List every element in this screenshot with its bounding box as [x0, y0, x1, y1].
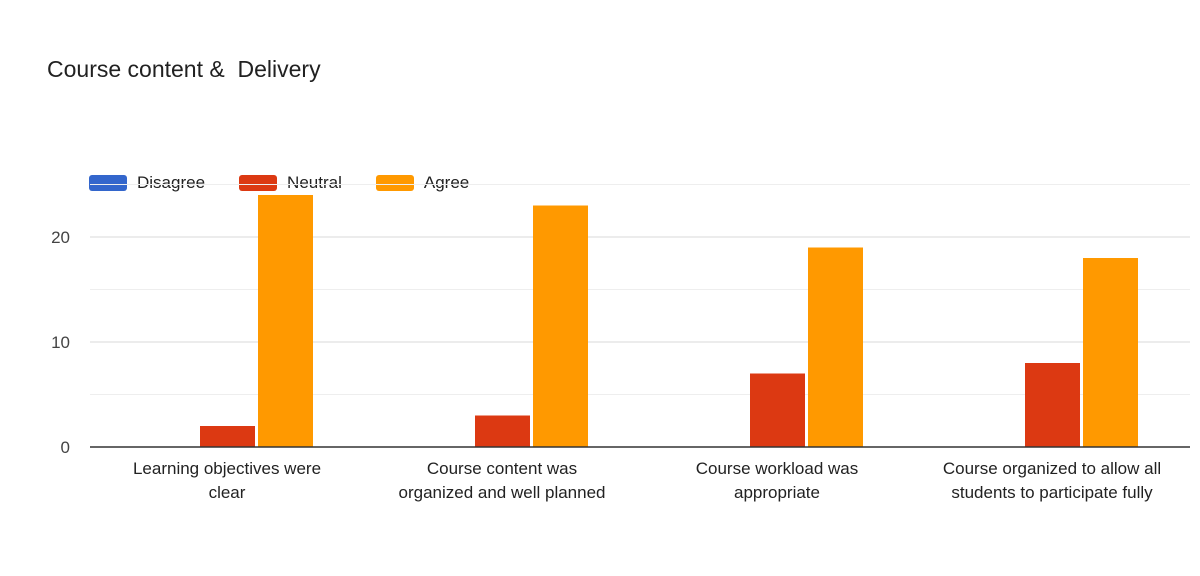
- bar-agree-0: [258, 195, 313, 447]
- y-tick-label: 0: [61, 438, 70, 457]
- bar-neutral-3: [1025, 363, 1080, 447]
- bar-neutral-1: [475, 415, 530, 447]
- category-label-3-line-1: Course organized to allow all: [942, 459, 1162, 478]
- category-label-3: Course organized to allow all students t…: [922, 457, 1182, 505]
- category-label-2: Course workload was appropriate: [647, 457, 907, 505]
- bar-agree-2: [808, 247, 863, 447]
- category-label-0-line-1: Learning objectives were: [132, 459, 322, 478]
- legend-item-neutral[interactable]: Neutral: [239, 173, 342, 193]
- category-label-2-line-2: appropriate: [733, 483, 820, 502]
- legend-swatch-disagree: [89, 175, 127, 191]
- category-label-0-line-2: clear: [208, 483, 246, 502]
- bar-neutral-2: [750, 373, 805, 447]
- category-label-0: Learning objectives were clear: [97, 457, 357, 505]
- bar-agree-1: [533, 205, 588, 447]
- category-label-1: Course content was organized and well pl…: [372, 457, 632, 505]
- bar-neutral-0: [200, 426, 255, 447]
- legend-swatch-agree: [375, 175, 414, 191]
- legend-swatch-neutral: [239, 175, 278, 191]
- legend-label-disagree: Disagree: [137, 173, 206, 192]
- category-label-1-line-2: organized and well planned: [398, 483, 606, 502]
- legend-item-agree[interactable]: Agree: [375, 173, 470, 193]
- category-label-3-line-2: students to participate fully: [951, 483, 1153, 502]
- legend-label-agree: Agree: [423, 173, 470, 192]
- category-label-2-line-1: Course workload was: [695, 459, 859, 478]
- y-tick-label: 20: [51, 228, 70, 247]
- y-tick-label: 10: [51, 333, 70, 352]
- legend-item-disagree[interactable]: Disagree: [89, 173, 205, 193]
- legend-label-neutral: Neutral: [287, 173, 342, 192]
- bar-agree-3: [1083, 258, 1138, 447]
- legend: Disagree Neutral Agree: [89, 173, 503, 193]
- category-label-1-line-1: Course content was: [426, 459, 578, 478]
- chart-title: Course content & Delivery: [47, 56, 321, 82]
